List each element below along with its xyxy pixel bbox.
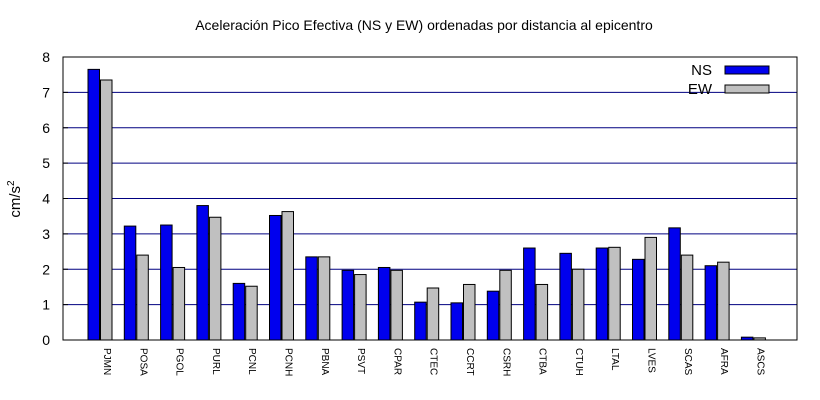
- bar-ns-scas: [668, 227, 681, 341]
- bar-ew-ccrt: [463, 283, 476, 341]
- x-tick-label-ctuh: CTUH: [573, 348, 584, 376]
- x-tick-label-ascs: ASCS: [754, 348, 765, 376]
- bar-ew-ctba: [535, 283, 549, 341]
- x-tick-label-pcnh: PCNH: [283, 348, 294, 376]
- y-tick-label: 0: [42, 332, 50, 348]
- bar-ew-ltal: [608, 246, 621, 341]
- x-tick-label-ctba: CTBA: [537, 348, 548, 375]
- x-tick-labels: PJMN POSA PGOL PURL PCNL PCNH PBNA PSVT CPAR CTEC…: [101, 348, 765, 376]
- bar-ew-psvt: [354, 274, 367, 341]
- y-tick-label: 7: [42, 84, 50, 100]
- bar-ns-ctba: [523, 247, 536, 341]
- bar-ns-pjmn: [87, 68, 100, 341]
- y-tick-label: 4: [42, 191, 50, 207]
- x-tick-label-pbna: PBNA: [319, 348, 330, 376]
- bar-ew-pjmn: [100, 79, 113, 341]
- bar-ns-cpar: [377, 266, 391, 341]
- bars: [87, 68, 766, 341]
- y-tick-label: 3: [42, 226, 50, 242]
- bar-ns-ccrt: [450, 302, 463, 341]
- legend: NS EW: [688, 62, 770, 98]
- x-tick-label-afra: AFRA: [718, 348, 729, 375]
- bar-ew-pcnh: [281, 211, 294, 341]
- y-tick-label: 2: [42, 261, 50, 277]
- y-axis-label: cm/s2: [6, 180, 24, 218]
- x-tick-label-ctec: CTEC: [428, 348, 439, 375]
- y-tick-label: 6: [42, 120, 50, 136]
- legend-swatch-ew: [724, 84, 770, 94]
- bar-ns-afra: [704, 265, 718, 341]
- bar-ns-pcnh: [269, 214, 282, 341]
- y-axis-label-unit: cm/s: [7, 186, 24, 218]
- bar-ns-csrh: [486, 290, 500, 341]
- x-tick-label-ltal: LTAL: [609, 348, 620, 371]
- x-tick-label-pcnl: PCNL: [246, 348, 257, 375]
- bar-ns-lves: [632, 258, 645, 341]
- bar-ns-ctec: [414, 301, 427, 341]
- y-tick-label: 1: [42, 297, 50, 313]
- bar-ns-purl: [196, 205, 209, 341]
- y-tick-label: 8: [42, 49, 50, 65]
- chart-title: Aceleración Pico Efectiva (NS y EW) orde…: [195, 17, 653, 33]
- bar-ns-posa: [123, 225, 137, 341]
- legend-label-ew: EW: [688, 81, 713, 98]
- x-tick-label-ccrt: CCRT: [464, 348, 475, 376]
- x-tick-label-posa: POSA: [137, 348, 148, 376]
- y-tick-labels: 0 1 2 3 4 5 6 7 8: [42, 49, 68, 348]
- y-axis-label-exponent: 2: [6, 180, 17, 186]
- bar-ew-afra: [717, 261, 730, 341]
- x-tick-label-purl: PURL: [210, 348, 221, 375]
- bar-ew-purl: [208, 216, 222, 341]
- x-tick-label-cpar: CPAR: [391, 348, 402, 375]
- legend-label-ns: NS: [691, 62, 712, 79]
- y-tick-label: 5: [42, 155, 50, 171]
- x-tick-label-lves: LVES: [646, 348, 657, 373]
- bar-ew-csrh: [499, 269, 512, 341]
- bar-ew-pcnl: [245, 285, 258, 341]
- bar-ns-psvt: [341, 269, 355, 341]
- x-tick-label-pgol: PGOL: [174, 348, 185, 376]
- bar-ns-ctuh: [559, 252, 572, 341]
- bar-ew-scas: [680, 254, 694, 341]
- bar-ew-pgol: [172, 266, 186, 341]
- bar-ns-ltal: [595, 247, 609, 341]
- bar-ew-posa: [136, 254, 149, 341]
- bar-ew-ctuh: [571, 268, 585, 341]
- x-tick-label-csrh: CSRH: [500, 348, 511, 376]
- bar-ns-pbna: [305, 256, 318, 341]
- bar-ew-lves: [644, 236, 657, 341]
- bar-ew-ctec: [426, 287, 440, 341]
- legend-swatch-ns: [724, 65, 770, 75]
- bar-ns-pcnl: [232, 282, 246, 341]
- x-tick-label-scas: SCAS: [682, 348, 693, 376]
- grid-lines: [63, 91, 797, 306]
- bar-ew-cpar: [390, 269, 403, 341]
- bar-ns-pgol: [160, 224, 173, 341]
- bar-ew-pbna: [317, 256, 331, 341]
- plot-frame: [62, 56, 798, 341]
- x-tick-label-psvt: PSVT: [355, 348, 366, 374]
- x-tick-label-pjmn: PJMN: [101, 348, 112, 375]
